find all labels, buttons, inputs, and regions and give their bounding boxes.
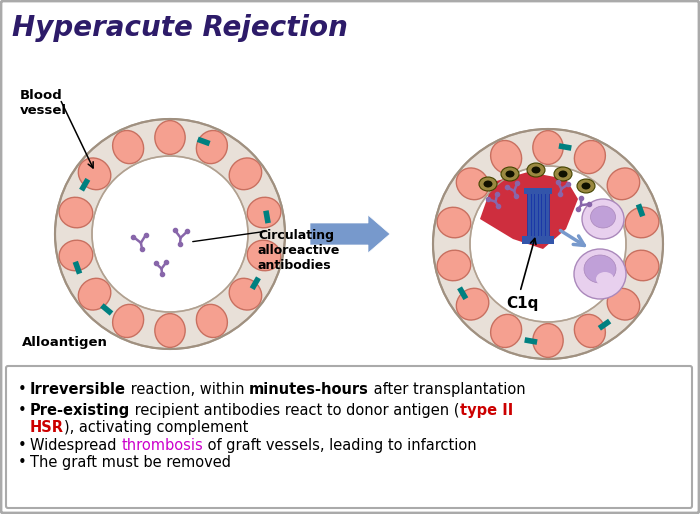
Text: thrombosis: thrombosis — [121, 438, 203, 453]
Ellipse shape — [113, 304, 144, 338]
Bar — [559, 143, 572, 151]
Ellipse shape — [625, 207, 659, 238]
Ellipse shape — [479, 177, 497, 191]
Bar — [527, 191, 531, 239]
Bar — [541, 191, 545, 239]
Ellipse shape — [575, 140, 606, 174]
Ellipse shape — [456, 168, 489, 200]
Ellipse shape — [197, 304, 228, 338]
Ellipse shape — [505, 171, 514, 177]
Circle shape — [92, 156, 248, 312]
Bar — [636, 204, 645, 217]
Ellipse shape — [574, 249, 626, 299]
Text: reaction, within: reaction, within — [126, 382, 249, 397]
Text: Widespread: Widespread — [30, 438, 121, 453]
Ellipse shape — [437, 207, 470, 238]
Text: Hyperacute Rejection: Hyperacute Rejection — [12, 14, 348, 42]
Ellipse shape — [437, 250, 470, 281]
Ellipse shape — [582, 199, 624, 239]
Text: •: • — [18, 403, 27, 418]
Bar — [534, 191, 538, 239]
Bar — [522, 236, 554, 244]
Circle shape — [55, 119, 285, 349]
Ellipse shape — [554, 167, 572, 181]
Bar — [100, 303, 113, 316]
Text: •: • — [18, 455, 27, 470]
Bar — [598, 319, 611, 331]
Bar — [73, 261, 82, 274]
Text: type II: type II — [460, 403, 513, 418]
Ellipse shape — [596, 272, 614, 286]
Text: C1q: C1q — [506, 296, 538, 311]
Ellipse shape — [582, 182, 591, 190]
Bar — [545, 191, 549, 239]
Ellipse shape — [533, 131, 564, 164]
Ellipse shape — [155, 314, 186, 347]
Bar — [250, 277, 261, 290]
Ellipse shape — [527, 163, 545, 177]
Ellipse shape — [577, 179, 595, 193]
Ellipse shape — [625, 250, 659, 281]
Text: Irreversible: Irreversible — [30, 382, 126, 397]
Ellipse shape — [607, 288, 640, 320]
Ellipse shape — [247, 240, 281, 271]
Bar — [197, 137, 211, 146]
Text: ), activating complement: ), activating complement — [64, 420, 248, 435]
Ellipse shape — [607, 168, 640, 200]
Bar — [524, 188, 552, 194]
Text: •: • — [18, 438, 27, 453]
Ellipse shape — [491, 315, 522, 347]
Ellipse shape — [197, 131, 228, 163]
Ellipse shape — [78, 158, 111, 190]
Bar — [457, 286, 468, 300]
Ellipse shape — [78, 278, 111, 310]
Text: •: • — [18, 382, 27, 397]
Text: Pre-existing: Pre-existing — [30, 403, 130, 418]
Bar — [524, 337, 538, 345]
Ellipse shape — [559, 171, 568, 177]
Text: after transplantation: after transplantation — [369, 382, 526, 397]
Ellipse shape — [575, 315, 606, 347]
Ellipse shape — [229, 158, 262, 190]
Text: Circulating
alloreactive
antibodies: Circulating alloreactive antibodies — [258, 229, 340, 272]
Text: recipient antibodies react to donor antigen (: recipient antibodies react to donor anti… — [130, 403, 460, 418]
Ellipse shape — [113, 131, 144, 163]
Text: HSR: HSR — [30, 420, 64, 435]
Ellipse shape — [533, 324, 564, 357]
Ellipse shape — [584, 255, 616, 283]
Ellipse shape — [155, 121, 186, 154]
Text: Alloantigen: Alloantigen — [22, 336, 108, 349]
Circle shape — [433, 129, 663, 359]
Ellipse shape — [229, 278, 262, 310]
Ellipse shape — [247, 197, 281, 228]
Ellipse shape — [501, 167, 519, 181]
Ellipse shape — [456, 288, 489, 320]
Ellipse shape — [59, 240, 92, 271]
Ellipse shape — [491, 140, 522, 174]
Ellipse shape — [59, 197, 92, 228]
Ellipse shape — [484, 180, 493, 188]
Text: of graft vessels, leading to infarction: of graft vessels, leading to infarction — [203, 438, 477, 453]
Polygon shape — [480, 172, 578, 249]
Bar — [531, 191, 534, 239]
Bar — [79, 178, 90, 192]
Circle shape — [470, 166, 626, 322]
Ellipse shape — [591, 206, 615, 228]
Ellipse shape — [531, 167, 540, 174]
Bar — [263, 210, 271, 224]
Text: The graft must be removed: The graft must be removed — [30, 455, 231, 470]
Text: Blood
vessel: Blood vessel — [20, 89, 67, 117]
FancyArrow shape — [310, 215, 390, 253]
FancyBboxPatch shape — [6, 366, 692, 508]
Bar — [538, 191, 541, 239]
Text: minutes-hours: minutes-hours — [249, 382, 369, 397]
